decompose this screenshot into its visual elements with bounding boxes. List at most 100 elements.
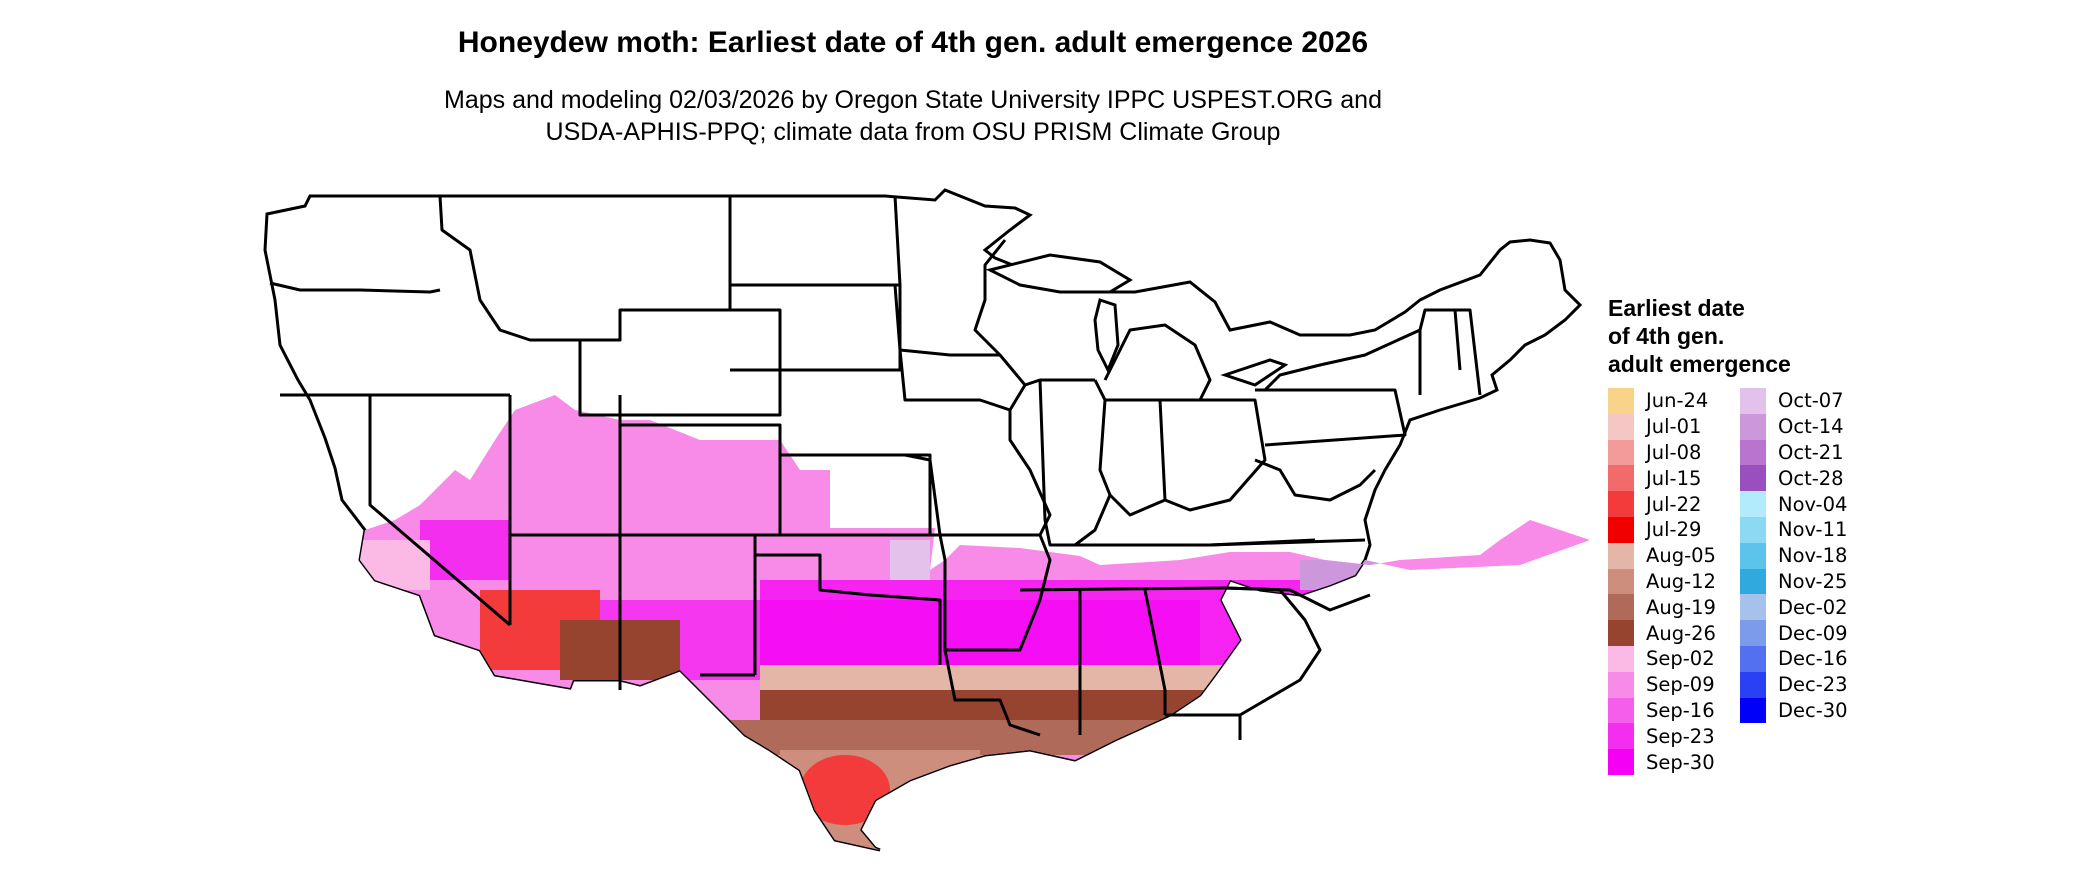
- legend-swatch: [1740, 439, 1766, 466]
- lake-superior: [985, 253, 1133, 294]
- legend-swatch: [1740, 568, 1766, 595]
- map-title: Honeydew moth: Earliest date of 4th gen.…: [457, 26, 1369, 59]
- legend-item: Oct-21: [1740, 439, 1848, 466]
- legend-item: Aug-26: [1608, 620, 1716, 646]
- legend-swatch: [1608, 413, 1634, 440]
- legend-label: Jun-24: [1646, 389, 1709, 413]
- legend-item: Oct-07: [1740, 388, 1848, 414]
- legend-label: Oct-28: [1778, 466, 1844, 490]
- legend-item: Jul-15: [1608, 465, 1716, 492]
- legend-swatch: [1740, 516, 1766, 543]
- subtitle-line-1: Maps and modeling 02/03/2026 by Oregon S…: [444, 86, 1382, 114]
- legend-label: Jul-01: [1646, 415, 1702, 439]
- legend-item: Sep-02: [1608, 645, 1716, 672]
- legend-swatch: [1608, 542, 1634, 569]
- legend-item: Jul-01: [1608, 413, 1716, 440]
- legend-label: Oct-21: [1778, 440, 1844, 464]
- border-il: [1038, 379, 1112, 547]
- legend-item: Aug-05: [1608, 542, 1716, 569]
- legend-label: Nov-18: [1778, 544, 1848, 568]
- subtitle-line-2: USDA-APHIS-PPQ; climate data from OSU PR…: [545, 118, 1281, 146]
- border-ga-sc: [1224, 586, 1322, 717]
- border-ga-fl: [1165, 713, 1242, 740]
- legend-item: Oct-14: [1740, 413, 1848, 440]
- state-borders: [269, 195, 1482, 740]
- border-mi: [1103, 323, 1212, 401]
- legend-title-line-3: adult emergence: [1608, 351, 1791, 377]
- legend-label: Aug-05: [1646, 544, 1716, 568]
- legend-label: Aug-26: [1646, 621, 1716, 645]
- legend-item: Sep-16: [1608, 697, 1716, 724]
- legend-label: Nov-11: [1778, 518, 1848, 542]
- legend-swatch: [1608, 749, 1634, 775]
- legend-label: Jul-15: [1646, 466, 1702, 490]
- legend-swatch: [1740, 594, 1766, 621]
- legend-item: Dec-09: [1740, 620, 1848, 646]
- legend-title-line-2: of 4th gen.: [1608, 323, 1725, 349]
- border-oh: [1160, 398, 1267, 512]
- legend-label: Sep-16: [1646, 698, 1715, 722]
- legend-item: Sep-30: [1608, 749, 1716, 775]
- legend-label: Sep-30: [1646, 750, 1715, 774]
- legend-swatch: [1740, 697, 1766, 724]
- legend-swatch: [1608, 697, 1634, 724]
- legend-swatch: [1740, 620, 1766, 646]
- legend-item: Nov-11: [1740, 516, 1848, 543]
- border-id: [438, 195, 580, 342]
- legend-label: Nov-25: [1778, 569, 1848, 593]
- border-nc-sc: [1224, 586, 1371, 612]
- border-sd-ne: [730, 285, 902, 372]
- border-ia: [898, 349, 1027, 412]
- legend-swatch: [1608, 439, 1634, 466]
- border-ar: [938, 534, 1052, 652]
- legend-item: Jul-08: [1608, 439, 1716, 466]
- legend-swatch: [1740, 645, 1766, 672]
- legend-item: Jul-29: [1608, 516, 1716, 543]
- legend-item: Nov-04: [1740, 491, 1848, 517]
- border-wy: [578, 308, 782, 417]
- border-mt-wy: [580, 196, 732, 342]
- legend-label: Sep-23: [1646, 724, 1715, 748]
- legend-item: Dec-30: [1740, 697, 1848, 724]
- legend-swatch: [1740, 465, 1766, 492]
- border-al-ga: [1143, 589, 1167, 715]
- legend-item: Dec-16: [1740, 645, 1848, 672]
- border-ny: [1263, 328, 1422, 395]
- legend-swatch: [1608, 465, 1634, 492]
- legend-swatch: [1608, 620, 1634, 646]
- legend-swatch: [1740, 413, 1766, 440]
- legend-swatch: [1740, 388, 1766, 414]
- legend-label: Oct-14: [1778, 415, 1844, 439]
- border-vt-nh: [1453, 309, 1462, 371]
- legend-label: Oct-07: [1778, 389, 1844, 413]
- legend-item: Dec-02: [1740, 594, 1848, 621]
- legend-item: Nov-25: [1740, 568, 1848, 595]
- legend-swatch: [1608, 723, 1634, 750]
- lake-erie: [1220, 358, 1289, 387]
- legend-swatch: [1608, 388, 1634, 414]
- legend-item: Jun-24: [1608, 388, 1716, 414]
- legend-swatch: [1740, 491, 1766, 517]
- legend-swatch: [1740, 542, 1766, 569]
- lake-michigan: [1093, 298, 1120, 374]
- legend-item: Jul-22: [1608, 491, 1716, 517]
- legend-swatch: [1608, 568, 1634, 595]
- legend-item: Nov-18: [1740, 542, 1848, 569]
- legend-swatch: [1608, 491, 1634, 517]
- map-subtitle: Maps and modeling 02/03/2026 by Oregon S…: [0, 84, 1826, 148]
- legend-swatch: [1740, 671, 1766, 698]
- legend-swatch: [1608, 516, 1634, 543]
- legend-label: Sep-09: [1646, 673, 1715, 697]
- legend-label: Sep-02: [1646, 647, 1715, 671]
- border-wv-va: [1254, 458, 1377, 502]
- legend-item: Dec-23: [1740, 671, 1848, 698]
- legend-label: Dec-30: [1778, 698, 1848, 722]
- border-tn-ms: [1019, 586, 1226, 592]
- legend-swatch: [1608, 594, 1634, 621]
- great-lakes: [985, 253, 1289, 387]
- border-new-england: [1418, 308, 1482, 396]
- border-wa-or: [269, 281, 441, 294]
- legend-title-line-1: Earliest date: [1608, 295, 1745, 321]
- legend-swatch: [1608, 671, 1634, 698]
